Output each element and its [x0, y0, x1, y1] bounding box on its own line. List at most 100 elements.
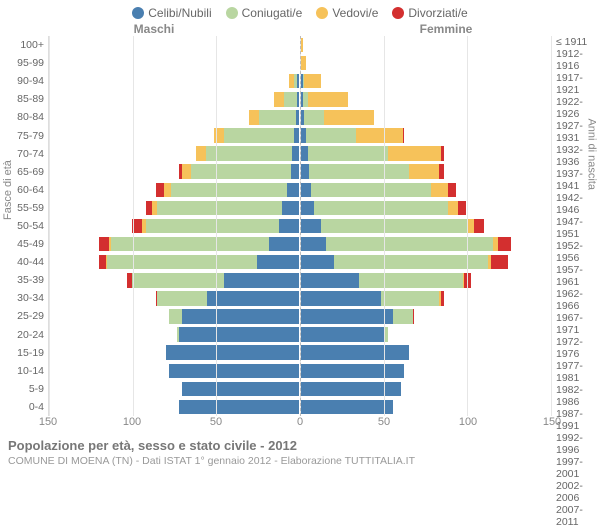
x-tick: 0 [297, 416, 303, 428]
bar-segment [157, 201, 282, 215]
bar-segment [393, 309, 413, 323]
bar-segment [284, 92, 297, 106]
birth-tick: ≤ 1911 [556, 36, 600, 48]
age-tick: 35-39 [0, 271, 44, 289]
bar-segment [107, 255, 257, 269]
bar-segment [182, 164, 190, 178]
bar-segment [224, 128, 294, 142]
age-tick: 10-14 [0, 362, 44, 380]
chart-subtitle: COMUNE DI MOENA (TN) - Dati ISTAT 1° gen… [8, 455, 592, 467]
bar-segment [179, 327, 299, 341]
bar-segment [301, 291, 381, 305]
age-tick: 45-49 [0, 235, 44, 253]
legend-swatch [132, 7, 144, 19]
bar-segment [132, 273, 224, 287]
bar-segment [403, 128, 405, 142]
bar-segment [309, 164, 409, 178]
age-tick: 0-4 [0, 398, 44, 416]
bar-segment [301, 382, 401, 396]
bar-segment [458, 201, 466, 215]
legend-label: Coniugati/e [242, 6, 303, 20]
bar-segment [99, 237, 109, 251]
bar-segment [191, 164, 291, 178]
legend-swatch [392, 7, 404, 19]
birth-axis: ≤ 19111912-19161917-19211922-19261927-19… [552, 36, 600, 416]
bar-segment [224, 273, 299, 287]
birth-tick: 1977-1981 [556, 360, 600, 384]
age-tick: 30-34 [0, 289, 44, 307]
bar-segment [491, 255, 508, 269]
bar-segment [259, 110, 296, 124]
bar-segment [441, 146, 444, 160]
x-tick: 100 [459, 416, 477, 428]
y-axis-left-title: Fasce di età [2, 160, 14, 220]
bar-segment [301, 56, 306, 70]
age-tick: 100+ [0, 36, 44, 54]
bar-segment [388, 146, 441, 160]
age-tick: 90-94 [0, 72, 44, 90]
bar-segment [214, 128, 224, 142]
bar-segment [132, 219, 142, 233]
bar-segment [294, 128, 299, 142]
bar-segment [157, 291, 207, 305]
birth-tick: 1962-1966 [556, 288, 600, 312]
bar-segment [448, 201, 458, 215]
bar-segment [439, 164, 444, 178]
birth-tick: 1967-1971 [556, 312, 600, 336]
bar-segment [146, 219, 279, 233]
center-line [300, 36, 301, 416]
bar-segment [196, 146, 206, 160]
bar-segment [301, 237, 326, 251]
legend-swatch [226, 7, 238, 19]
legend-item: Vedovi/e [316, 6, 378, 20]
bar-segment [301, 219, 321, 233]
bar-segment [301, 345, 409, 359]
bar-segment [274, 92, 284, 106]
x-tick: 50 [210, 416, 222, 428]
bar-segment [301, 400, 393, 414]
bar-segment [381, 291, 439, 305]
age-tick: 25-29 [0, 307, 44, 325]
title-block: Popolazione per età, sesso e stato civil… [0, 434, 600, 467]
bar-segment [326, 237, 493, 251]
bar-segment [321, 219, 468, 233]
female-header: Femmine [300, 22, 552, 36]
bar-segment [384, 327, 387, 341]
bar-segment [474, 219, 484, 233]
bar-segment [166, 345, 299, 359]
bar-segment [431, 183, 448, 197]
birth-tick: 1997-2001 [556, 456, 600, 480]
bar-segment [171, 183, 288, 197]
bar-segment [308, 92, 348, 106]
birth-tick: 2002-2006 [556, 480, 600, 504]
bar-segment [296, 110, 299, 124]
birth-tick: 1957-1961 [556, 264, 600, 288]
birth-tick: 1992-1996 [556, 432, 600, 456]
age-axis: 100+95-9990-9485-8980-8475-7970-7465-696… [0, 36, 48, 416]
bar-segment [448, 183, 456, 197]
plot [48, 36, 552, 416]
x-tick: 150 [39, 416, 57, 428]
legend-item: Divorziati/e [392, 6, 467, 20]
bar-segment [468, 219, 475, 233]
bar-segment [301, 146, 308, 160]
bar-segment [314, 201, 447, 215]
bar-segment [111, 237, 269, 251]
bar-segment [169, 309, 182, 323]
bar-segment [301, 38, 303, 52]
age-tick: 80-84 [0, 108, 44, 126]
x-tick: 100 [123, 416, 141, 428]
bar-segment [257, 255, 299, 269]
bar-segment [334, 255, 487, 269]
age-tick: 40-44 [0, 253, 44, 271]
x-axis: 15010050050100150 [0, 416, 600, 434]
bar-segment [306, 128, 356, 142]
bar-segment [156, 183, 164, 197]
gender-headers: Maschi Femmine [0, 22, 600, 36]
x-tick: 150 [543, 416, 561, 428]
bar-segment [301, 273, 359, 287]
birth-tick: 1912-1916 [556, 48, 600, 72]
bar-segment [308, 146, 388, 160]
birth-tick: 1982-1986 [556, 384, 600, 408]
birth-tick: 1942-1946 [556, 192, 600, 216]
